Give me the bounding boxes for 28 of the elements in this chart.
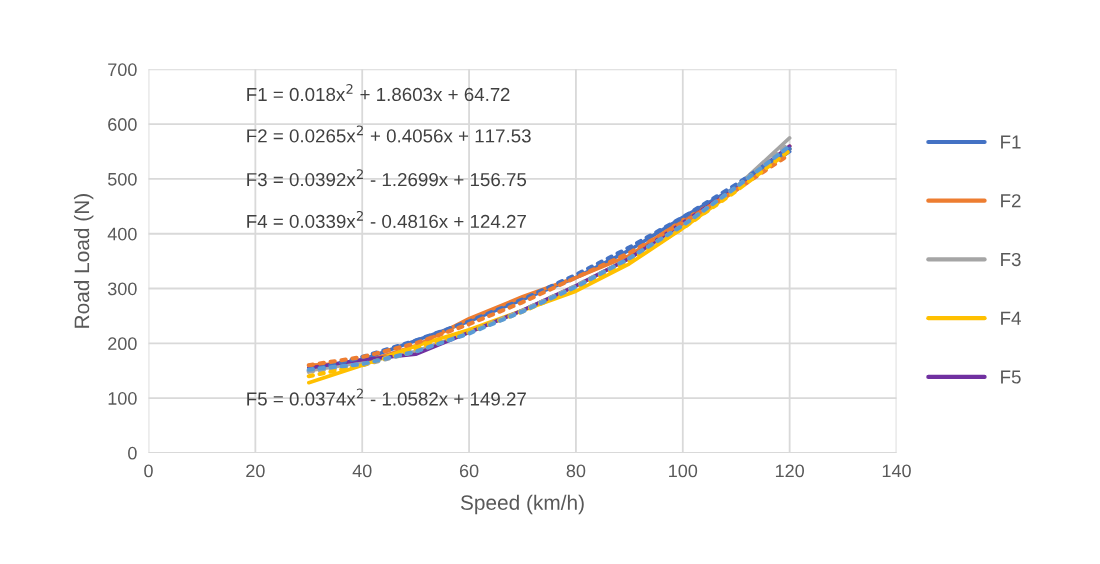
legend-label: F2 bbox=[1001, 194, 1021, 208]
y-tick-label: 400 bbox=[107, 227, 137, 241]
y-tick-label: 200 bbox=[108, 337, 137, 351]
legend-label: F4 bbox=[1001, 311, 1021, 325]
legend-label: F1 bbox=[1001, 135, 1021, 149]
x-tick-label: 20 bbox=[246, 464, 265, 478]
y-tick-label: 0 bbox=[128, 446, 137, 460]
y-tick-label: 500 bbox=[107, 172, 137, 186]
annotation: F3 = 0.0392x$^{2}$ - 1.2699x + 156.75 bbox=[247, 169, 527, 187]
y-axis-title: Road Load (N) bbox=[73, 194, 94, 328]
x-tick-label: 100 bbox=[669, 464, 698, 478]
x-tick-label: 0 bbox=[144, 464, 153, 478]
y-tick-label: 100 bbox=[108, 392, 137, 405]
annotation: F5 = 0.0374x$^{2}$ - 1.0582x + 149.27 bbox=[247, 388, 526, 406]
x-tick-label: 80 bbox=[566, 464, 586, 478]
x-tick-label: 140 bbox=[882, 464, 911, 478]
x-axis-title: Speed (km/h) bbox=[460, 494, 584, 515]
annotation: F4 = 0.0339x$^{2}$ - 0.4816x + 124.27 bbox=[247, 210, 526, 229]
legend-label: F3 bbox=[1001, 252, 1021, 267]
annotation: F2 = 0.0265x$^{2}$ + 0.4056x + 117.53 bbox=[247, 125, 531, 143]
x-tick-label: 40 bbox=[352, 464, 372, 478]
x-tick-label: 120 bbox=[775, 464, 804, 478]
annotation: F1 = 0.018x$^{2}$ + 1.8603x + 64.72 bbox=[247, 84, 510, 102]
x-tick-label: 60 bbox=[459, 464, 479, 478]
y-tick-label: 600 bbox=[108, 118, 137, 131]
legend-label: F5 bbox=[1001, 370, 1021, 384]
y-tick-label: 300 bbox=[107, 282, 137, 296]
y-tick-label: 700 bbox=[108, 63, 137, 77]
